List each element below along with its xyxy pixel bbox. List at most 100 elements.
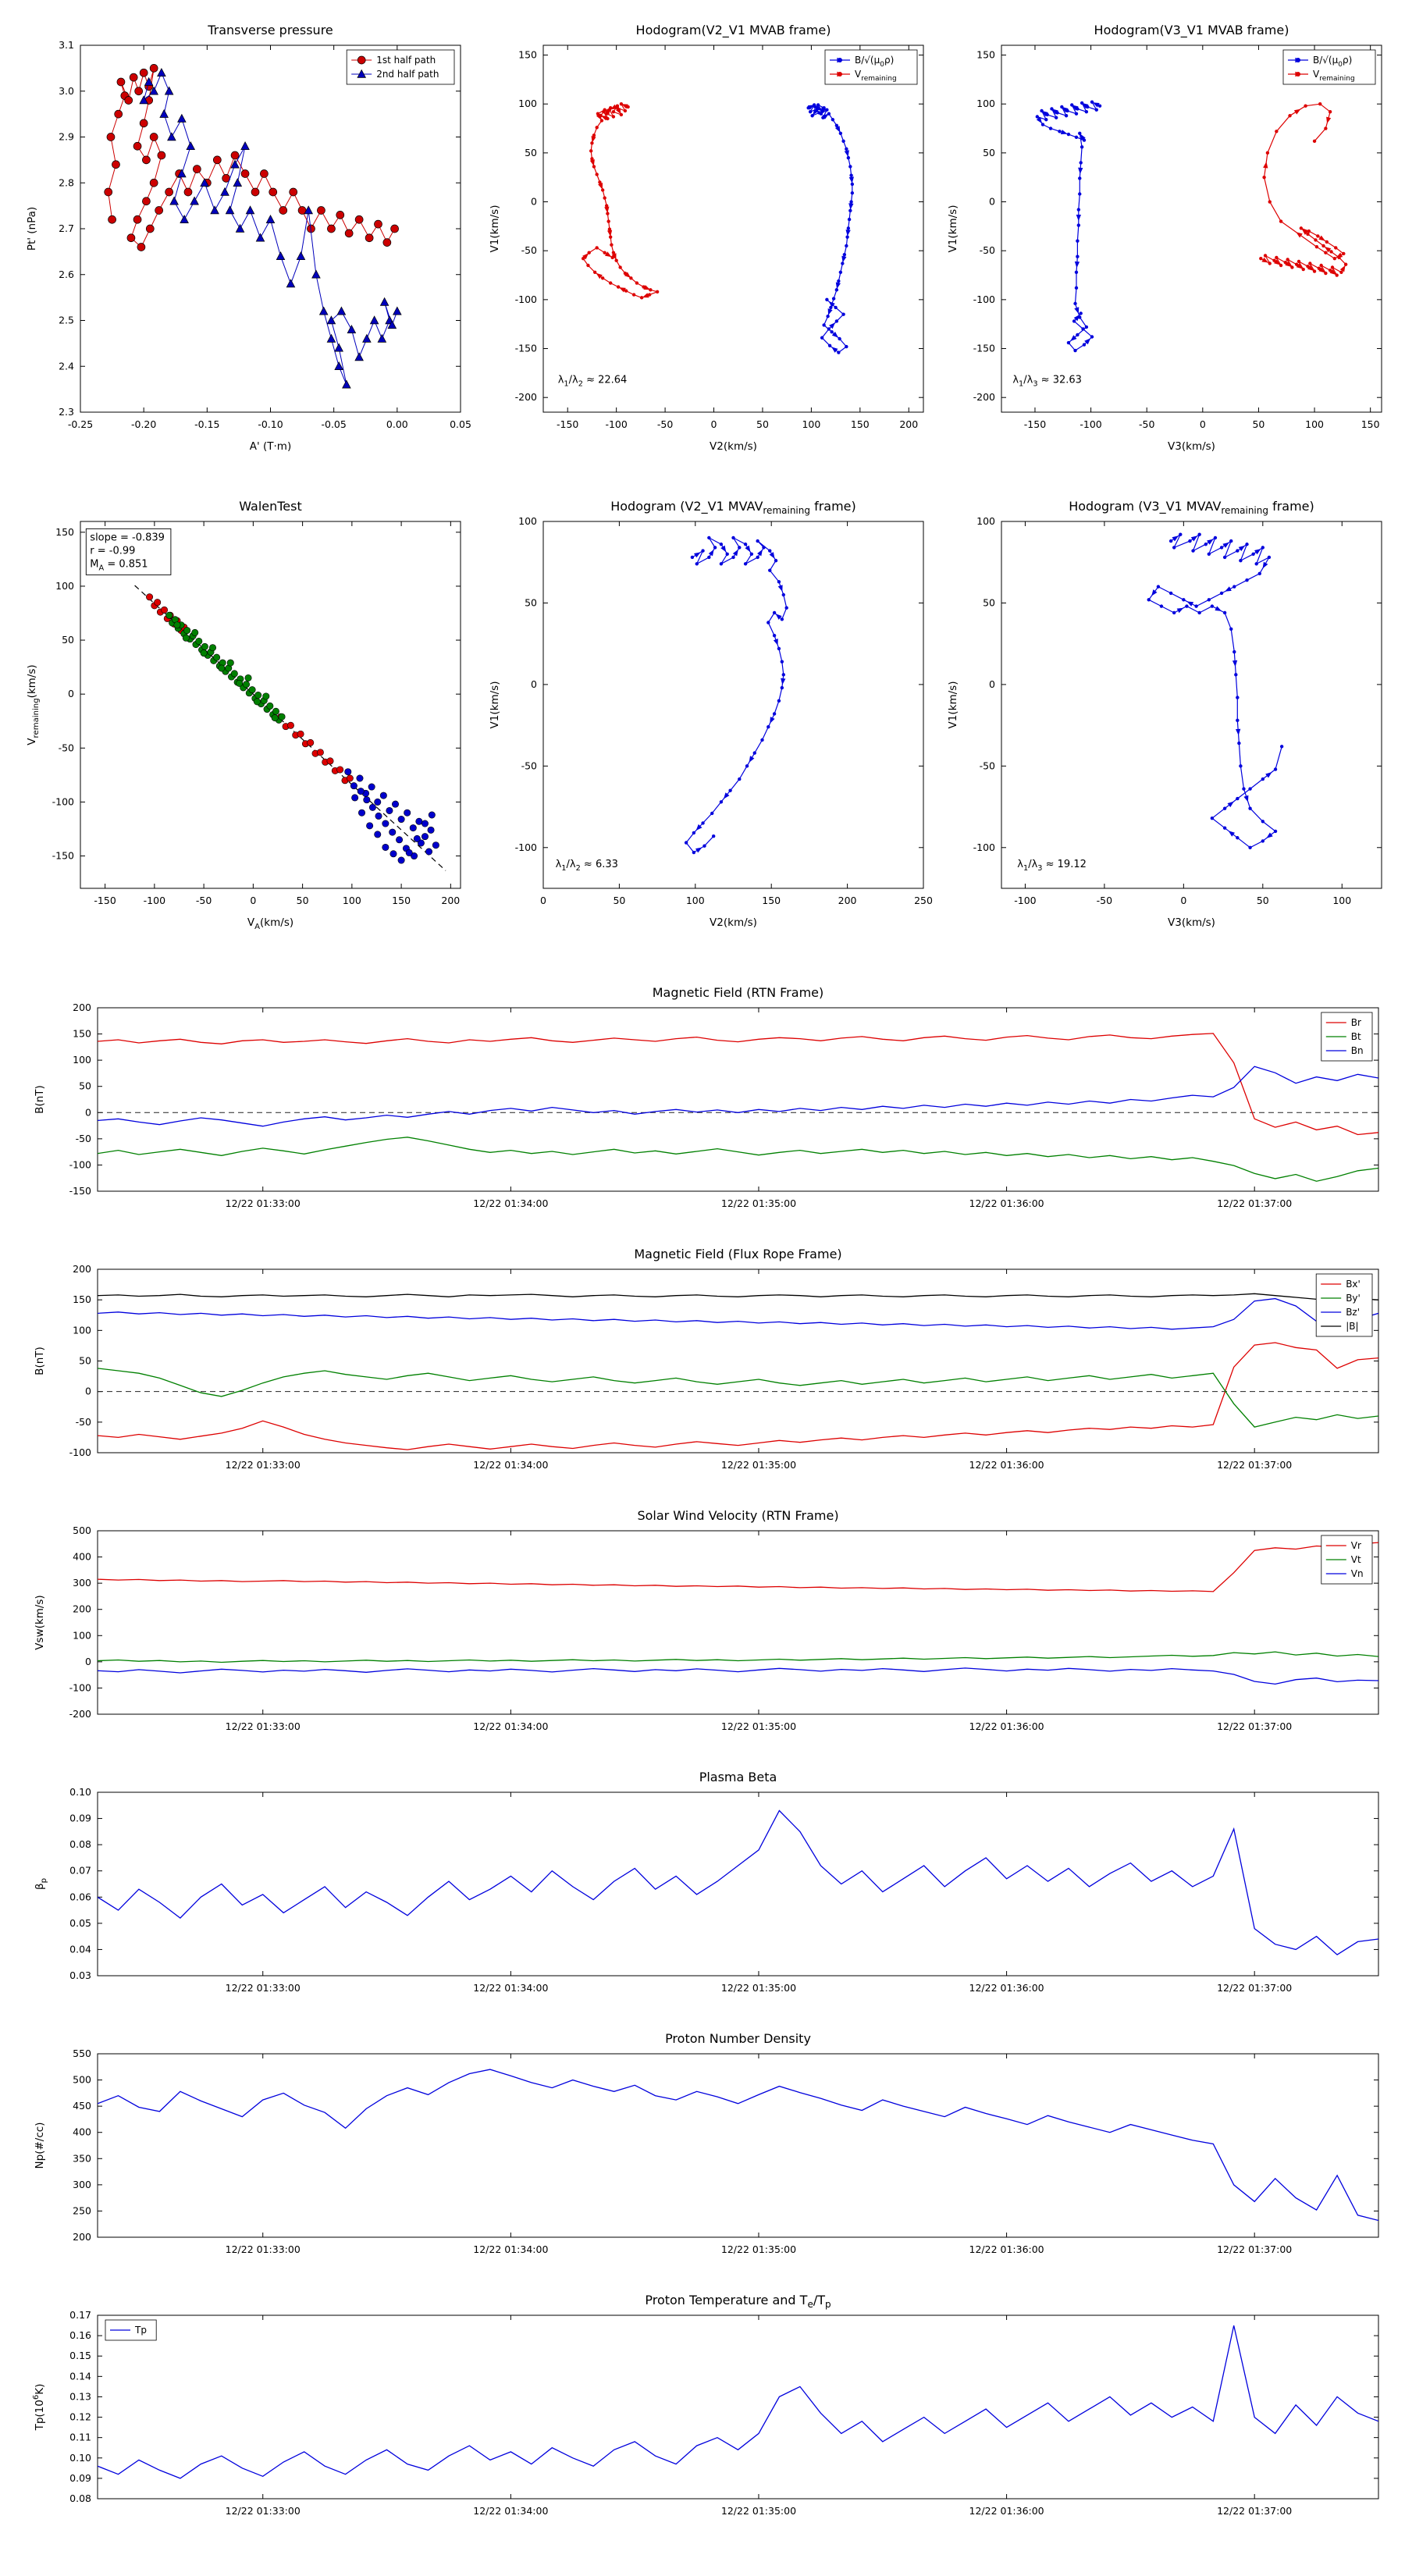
y-tick-label: 400 [73, 1551, 91, 1563]
x-tick-label: 50 [297, 895, 309, 906]
x-axis-label: V2(km/s) [710, 916, 757, 929]
chart-hodogram-v3v1-mvav: -100 -50 0 50 100 -100 -50 0 50 100 λ1/λ3 ≈ 19.12 H… [941, 486, 1397, 938]
x-axis-label: VA(km/s) [247, 916, 293, 931]
chart-plasma-beta: 12/22 01:33:00 12/22 01:34:00 12/22 01:35:… [20, 1764, 1389, 2002]
y-tick-label: -100 [52, 795, 74, 807]
x-tick-label: 200 [441, 895, 460, 906]
axes-frame [97, 2053, 1379, 2238]
y-tick-label: 0 [531, 196, 537, 208]
x-axis-label: V3(km/s) [1168, 916, 1215, 929]
x-tick-label: 0 [1200, 418, 1206, 430]
x-tick-label: 12/22 01:34:00 [473, 1982, 548, 1994]
y-axis-label: Np(#/cc) [34, 2122, 46, 2169]
axes-frame [97, 1530, 1379, 1715]
y-tick-label: -200 [973, 391, 995, 403]
series-b-0- [1035, 100, 1102, 353]
legend-label: Vn [1351, 1568, 1364, 1579]
chart-title: Proton Number Density [665, 2031, 811, 2046]
axes-frame [542, 521, 924, 889]
y-tick-label: 50 [983, 147, 995, 158]
chart-svg: 12/22 01:33:00 12/22 01:34:00 12/22 01:35:… [34, 1247, 1379, 1471]
axes-frame [1001, 521, 1382, 889]
y-tick-label: 300 [73, 1577, 91, 1589]
legend-label: Bn [1351, 1045, 1364, 1056]
y-tick-label: 2.8 [59, 176, 74, 188]
x-tick-label: 0 [1180, 895, 1186, 906]
chart-magnetic-field-flux-rope: 12/22 01:33:00 12/22 01:34:00 12/22 01:35:… [20, 1241, 1389, 1479]
chart-svg: 12/22 01:33:00 12/22 01:34:00 12/22 01:35:… [34, 1770, 1379, 1994]
y-axis-label: B(nT) [34, 1085, 46, 1114]
x-tick-label: 250 [914, 895, 933, 906]
legend-label: B/√(μ0ρ) [1313, 55, 1352, 69]
legend-label: Vremaining [1313, 69, 1355, 83]
y-tick-label: 200 [73, 2231, 91, 2243]
chart-title: Hodogram (V3_V1 MVAVremaining frame) [1069, 499, 1314, 516]
y-tick-label: 0.03 [69, 1969, 91, 1981]
x-tick-label: -50 [657, 418, 673, 430]
legend-label: Vr [1351, 1540, 1361, 1551]
x-tick-label: 100 [343, 895, 361, 906]
series-2nd-half-path [139, 68, 402, 389]
y-tick-label: 50 [62, 634, 74, 646]
legend-label: Vremaining [855, 69, 897, 83]
x-tick-label: -0.20 [131, 418, 156, 430]
y-tick-label: 100 [518, 515, 537, 527]
axes-frame [97, 1268, 1379, 1453]
x-tick-label: 12/22 01:34:00 [473, 1197, 548, 1209]
y-tick-label: 2.6 [59, 269, 74, 280]
x-tick-label: 100 [686, 895, 705, 906]
chart-magnetic-field-rtn: 12/22 01:33:00 12/22 01:34:00 12/22 01:35:… [20, 980, 1389, 1218]
y-tick-label: -100 [69, 1158, 91, 1170]
x-tick-label: 0 [250, 895, 256, 906]
y-tick-label: 150 [518, 49, 537, 61]
x-tick-label: 12/22 01:35:00 [721, 1459, 796, 1471]
legend: 1st half path 2nd half path [346, 49, 455, 85]
x-axis-label: A' (T·m) [250, 440, 291, 453]
y-tick-label: 150 [55, 526, 74, 538]
y-tick-label: 0.10 [69, 2452, 91, 2464]
x-axis-label: V2(km/s) [710, 440, 757, 453]
x-tick-label: -0.05 [321, 418, 346, 430]
y-axis-label: Pt' (nPa) [26, 207, 38, 251]
chart-solar-wind-velocity: 12/22 01:33:00 12/22 01:34:00 12/22 01:35:… [20, 1503, 1389, 1741]
series-bx- [98, 1342, 1378, 1450]
y-tick-label: -50 [76, 1416, 91, 1428]
y-tick-label: 50 [525, 147, 537, 158]
y-tick-label: -200 [515, 391, 537, 403]
x-tick-label: 50 [1257, 895, 1269, 906]
legend-label: Vt [1351, 1554, 1361, 1565]
series-vt [98, 1651, 1378, 1663]
y-tick-label: 100 [55, 580, 74, 592]
x-tick-label: 12/22 01:33:00 [226, 1197, 301, 1209]
y-tick-label: 200 [73, 1263, 91, 1275]
x-tick-label: 12/22 01:35:00 [721, 2505, 796, 2517]
x-tick-label: 0 [540, 895, 546, 906]
x-tick-label: 12/22 01:35:00 [721, 1197, 796, 1209]
y-tick-label: -150 [52, 850, 74, 862]
y-tick-label: -50 [59, 742, 74, 753]
chart-hodogram-v3v1-mvab: -150 -100 -50 0 50 100 150 -200 -150 -100 -50 0 50 10… [941, 9, 1397, 462]
x-tick-label: 150 [392, 895, 411, 906]
legend-label: Bx' [1346, 1279, 1361, 1290]
y-tick-label: -50 [980, 244, 995, 256]
axes-frame [97, 2314, 1379, 2500]
x-tick-label: 100 [1305, 418, 1324, 430]
chart-walen-test: -150 -100 -50 0 50 100 150 200 -150 -100 -50 0 50 100… [20, 486, 476, 938]
y-tick-label: 0.09 [69, 1813, 91, 1824]
y-tick-label: 2.4 [59, 360, 74, 372]
series-by- [98, 1368, 1378, 1428]
legend-label: |B| [1346, 1321, 1358, 1332]
chart-title: Transverse pressure [207, 23, 333, 37]
x-tick-label: 12/22 01:36:00 [969, 2243, 1044, 2255]
axes-frame [1001, 44, 1382, 413]
chart-title: Solar Wind Velocity (RTN Frame) [637, 1508, 838, 1523]
y-tick-label: 300 [73, 2179, 91, 2190]
y-tick-label: 0.16 [69, 2329, 91, 2341]
y-tick-label: 0.13 [69, 2390, 91, 2402]
x-tick-label: 12/22 01:35:00 [721, 1982, 796, 1994]
series-vremaining [581, 102, 660, 300]
chart-svg: -150 -100 -50 0 50 100 150 200 -200 -150 -100 -50 0 5… [489, 23, 924, 453]
axes-frame [80, 44, 461, 413]
y-tick-label: 0.15 [69, 2350, 91, 2361]
y-tick-label: 2.7 [59, 222, 74, 234]
